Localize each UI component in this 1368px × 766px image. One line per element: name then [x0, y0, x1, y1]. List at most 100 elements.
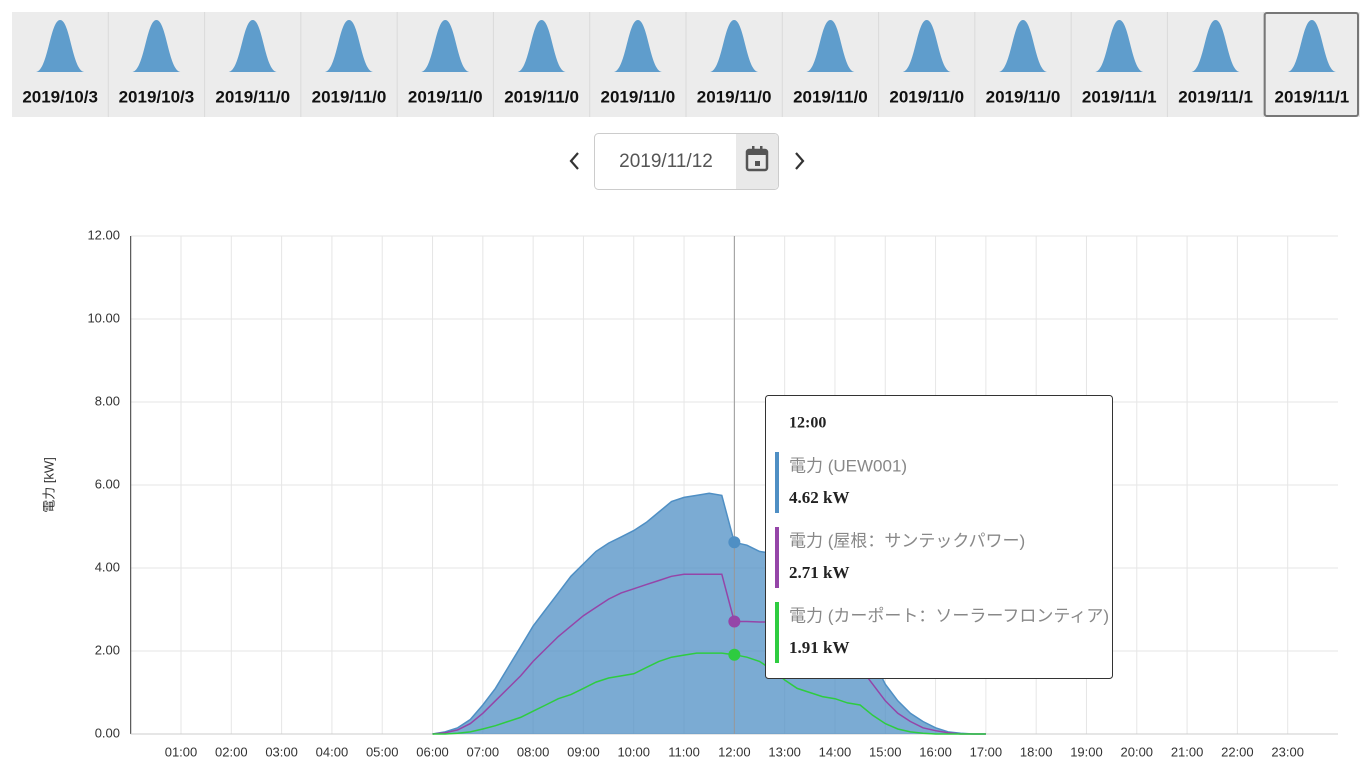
x-tick-label: 20:00 [1121, 744, 1154, 759]
x-tick-label: 22:00 [1221, 744, 1254, 759]
tab[interactable]: 2019/10/3 [22, 12, 109, 117]
x-tick-label: 01:00 [165, 744, 198, 759]
tab[interactable]: 2019/11/0 [601, 12, 687, 117]
tab-thumbnail [36, 20, 85, 72]
tooltip-value: 4.62 kW [789, 488, 849, 507]
tab[interactable]: 2019/11/0 [504, 12, 591, 117]
tooltip-series-name: 電力 (屋根：サンテックパワー) [789, 531, 1025, 550]
calendar-icon-ring [760, 146, 763, 152]
tooltip-swatch [775, 527, 779, 588]
x-tick-label: 08:00 [517, 744, 550, 759]
x-tick-label: 17:00 [970, 744, 1003, 759]
tab-thumbnail [613, 20, 662, 72]
tab-label: 2019/11/0 [986, 87, 1061, 106]
tooltip-series-name: 電力 (UEW001) [789, 456, 907, 475]
tab-label: 2019/11/0 [889, 87, 964, 106]
x-tick-label: 10:00 [617, 744, 650, 759]
series-line [432, 492, 986, 735]
tab[interactable]: 2019/11/1 [1263, 12, 1359, 117]
x-tick-label: 14:00 [819, 744, 852, 759]
tab-thumbnail [710, 20, 759, 72]
x-tick-label: 03:00 [265, 744, 298, 759]
x-tick-label: 19:00 [1070, 744, 1103, 759]
x-tick-label: 04:00 [316, 744, 349, 759]
calendar-icon-ring [752, 146, 755, 152]
hover-marker [728, 615, 741, 628]
tooltip-series-name: 電力 (カーポート：ソーラーフロンティア) [789, 606, 1109, 625]
x-tick-label: 09:00 [567, 744, 600, 759]
y-tick-label: 4.00 [95, 559, 120, 574]
tab[interactable]: 2019/11/0 [215, 12, 302, 117]
tab-label: 2019/11/0 [504, 87, 579, 106]
date-input[interactable] [594, 133, 779, 190]
tab-label: 2019/11/0 [215, 87, 290, 106]
tab[interactable]: 2019/11/1 [1082, 12, 1168, 117]
x-tick-label: 12:00 [718, 744, 751, 759]
x-tick-label: 16:00 [919, 744, 952, 759]
tab-label: 2019/11/0 [793, 87, 868, 106]
tab-label: 2019/11/0 [601, 87, 676, 106]
tab-thumbnail [806, 20, 855, 72]
tooltip-swatch [775, 602, 779, 663]
tab-label: 2019/11/0 [408, 87, 483, 106]
tab-thumbnail [325, 20, 373, 72]
tab-thumbnail [1287, 20, 1336, 72]
tooltip: 12:00 電力 (UEW001) 4.62 kW 電力 (屋根：サンテックパワー)… [765, 395, 1113, 679]
y-tick-label: 8.00 [95, 393, 120, 408]
y-axis-label: 電力 [kW] [41, 457, 56, 513]
y-tick-label: 0.00 [95, 725, 120, 740]
calendar-icon-top [747, 150, 767, 155]
tab-thumbnail [999, 20, 1047, 72]
tab-thumbnail [228, 20, 277, 72]
prev-arrow[interactable] [569, 152, 579, 170]
tab-thumbnail [902, 20, 951, 72]
tab-thumbnail [132, 20, 181, 72]
tab-label: 2019/11/1 [1275, 87, 1350, 106]
y-tick-label: 2.00 [95, 642, 120, 657]
hover-marker [728, 648, 741, 661]
tab-label: 2019/10/3 [22, 87, 98, 106]
tooltip-box [765, 395, 1113, 679]
x-tick-label: 23:00 [1271, 744, 1304, 759]
hover-marker [728, 536, 741, 549]
tab[interactable]: 2019/11/0 [312, 12, 398, 117]
y-tick-label: 6.00 [95, 476, 120, 491]
tab[interactable]: 2019/11/0 [793, 12, 880, 117]
tooltip-value: 2.71 kW [789, 563, 849, 582]
x-tick-label: 15:00 [869, 744, 902, 759]
next-arrow[interactable] [795, 152, 805, 170]
tab[interactable]: 2019/11/0 [986, 12, 1072, 117]
tab-label: 2019/11/1 [1082, 87, 1157, 106]
tab[interactable]: 2019/11/0 [697, 12, 783, 117]
tab-thumbnail [421, 20, 470, 72]
x-tick-label: 07:00 [467, 744, 500, 759]
tab-label: 2019/10/3 [119, 87, 195, 106]
x-tick-label: 11:00 [668, 744, 700, 759]
tab-strip: 2019/10/3 2019/10/3 2019/11/0 2019/11/0 2019… [12, 12, 1360, 117]
tab[interactable]: 2019/11/0 [889, 12, 976, 117]
x-tick-label: 06:00 [416, 744, 449, 759]
tab[interactable]: 2019/10/3 [119, 12, 206, 117]
date-value: 2019/11/12 [619, 151, 713, 172]
x-tick-label: 05:00 [366, 744, 399, 759]
tab-thumbnail [1191, 20, 1240, 72]
tooltip-title: 12:00 [789, 415, 826, 432]
tab-label: 2019/11/0 [312, 87, 387, 106]
series-line [432, 573, 986, 735]
x-tick-label: 02:00 [215, 744, 248, 759]
chart: 電力 [kW] 0.00 2.00 4.00 6.00 8.00 10.00 12.00 01… [41, 227, 1338, 759]
tooltip-value: 1.91 kW [789, 638, 849, 657]
tab-label: 2019/11/1 [1178, 87, 1253, 106]
x-tick-label: 13:00 [768, 744, 801, 759]
tab-thumbnail [1095, 20, 1144, 72]
x-tick-label: 18:00 [1020, 744, 1053, 759]
tab-thumbnail [517, 20, 566, 72]
y-tick-label: 12.00 [87, 227, 120, 242]
tab-label: 2019/11/0 [697, 87, 772, 106]
series-line [432, 652, 986, 735]
y-tick-label: 10.00 [87, 310, 120, 325]
tab[interactable]: 2019/11/0 [408, 12, 494, 117]
calendar-icon-day [755, 161, 760, 166]
tooltip-swatch [775, 452, 779, 513]
